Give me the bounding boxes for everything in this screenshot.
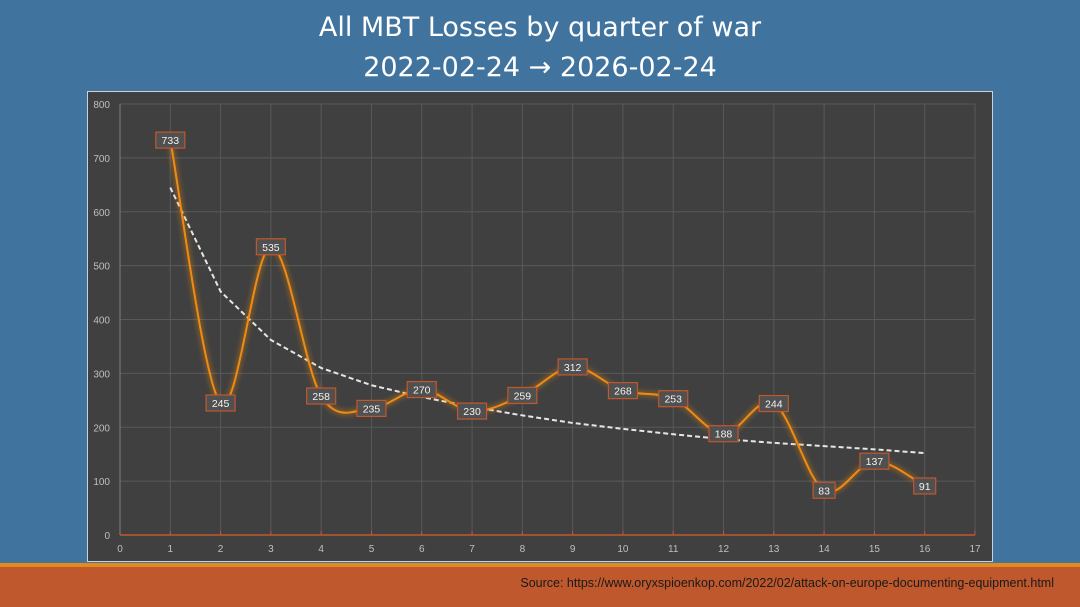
data-label-text: 137 (866, 456, 884, 468)
data-label: 258 (306, 387, 337, 405)
data-label-box (708, 425, 739, 443)
data-label: 268 (607, 382, 639, 400)
data-label-text: 253 (664, 394, 682, 406)
x-tick-label: 16 (919, 544, 931, 555)
data-label-box (507, 386, 538, 405)
data-label: 230 (456, 402, 488, 420)
chart-title: All MBT Losses by quarter of war (318, 12, 762, 43)
data-label-box (456, 402, 488, 420)
footer-bar (0, 563, 1080, 607)
data-label: 535 (255, 238, 286, 256)
data-label-text: 244 (765, 399, 783, 411)
data-label-text: 188 (715, 429, 733, 441)
x-tick-label: 4 (318, 544, 324, 555)
data-label-box (758, 394, 789, 413)
data-label-text: 91 (919, 481, 931, 493)
data-label-text: 259 (514, 390, 532, 402)
y-tick-label: 700 (93, 154, 110, 165)
data-label-box (255, 238, 286, 256)
data-label: 270 (406, 380, 437, 399)
x-tick-label: 0 (117, 544, 123, 555)
data-label-box (913, 477, 937, 495)
y-tick-label: 500 (93, 262, 110, 273)
x-tick-label: 17 (969, 544, 981, 555)
x-tick-label: 13 (768, 544, 780, 555)
data-label: 91 (913, 477, 937, 495)
data-label-box (859, 452, 890, 470)
data-label-text: 230 (463, 406, 481, 418)
x-tick-label: 15 (869, 544, 881, 555)
y-tick-label: 300 (93, 369, 110, 380)
data-label-box (406, 380, 437, 399)
x-tick-label: 12 (718, 544, 730, 555)
data-label-text: 258 (312, 391, 330, 403)
y-tick-label: 800 (93, 100, 110, 111)
x-tick-label: 1 (168, 544, 174, 555)
x-tick-label: 3 (268, 544, 274, 555)
data-label-box (812, 481, 836, 499)
data-label-text: 83 (818, 485, 830, 497)
data-label-box (306, 387, 337, 405)
data-label: 245 (205, 394, 236, 412)
chart-area (87, 91, 993, 562)
data-label-box (205, 394, 236, 412)
x-tick-label: 5 (369, 544, 375, 555)
data-label: 235 (356, 399, 387, 417)
x-tick-label: 8 (520, 544, 526, 555)
data-label-box (155, 131, 186, 149)
x-tick-label: 2 (218, 544, 224, 555)
x-tick-label: 10 (617, 544, 629, 555)
chart-subtitle: 2022-02-24 → 2026-02-24 (363, 52, 717, 83)
data-label-text: 235 (363, 403, 381, 415)
data-label-box (607, 382, 639, 400)
x-tick-label: 7 (469, 544, 475, 555)
data-label-box (557, 358, 588, 376)
data-label-text: 312 (564, 362, 582, 374)
data-label-text: 535 (262, 242, 280, 254)
x-tick-label: 11 (668, 544, 679, 555)
source-text: Source: https://www.oryxspioenkop.com/20… (520, 576, 1054, 590)
trendline (169, 187, 925, 455)
data-label-box (658, 390, 689, 408)
x-tick-label: 9 (570, 544, 576, 555)
data-label: 253 (658, 390, 689, 408)
data-label: 733 (155, 131, 186, 149)
series-line (169, 139, 926, 493)
x-tick-label: 14 (819, 544, 831, 555)
y-tick-label: 0 (104, 531, 110, 542)
y-tick-label: 400 (93, 316, 110, 327)
y-tick-label: 200 (93, 423, 110, 434)
data-label-text: 270 (413, 385, 431, 397)
data-label: 137 (859, 452, 890, 470)
data-label: 259 (507, 386, 538, 405)
data-label: 188 (708, 425, 739, 443)
data-label: 83 (812, 481, 836, 499)
data-label: 244 (758, 394, 789, 413)
data-label-text: 733 (162, 135, 180, 147)
data-label: 312 (557, 358, 588, 376)
data-label-box (356, 399, 387, 417)
y-tick-label: 600 (93, 208, 110, 219)
data-label-text: 268 (614, 386, 632, 398)
y-tick-label: 100 (93, 477, 110, 488)
x-tick-label: 6 (419, 544, 425, 555)
data-label-text: 245 (212, 398, 230, 410)
